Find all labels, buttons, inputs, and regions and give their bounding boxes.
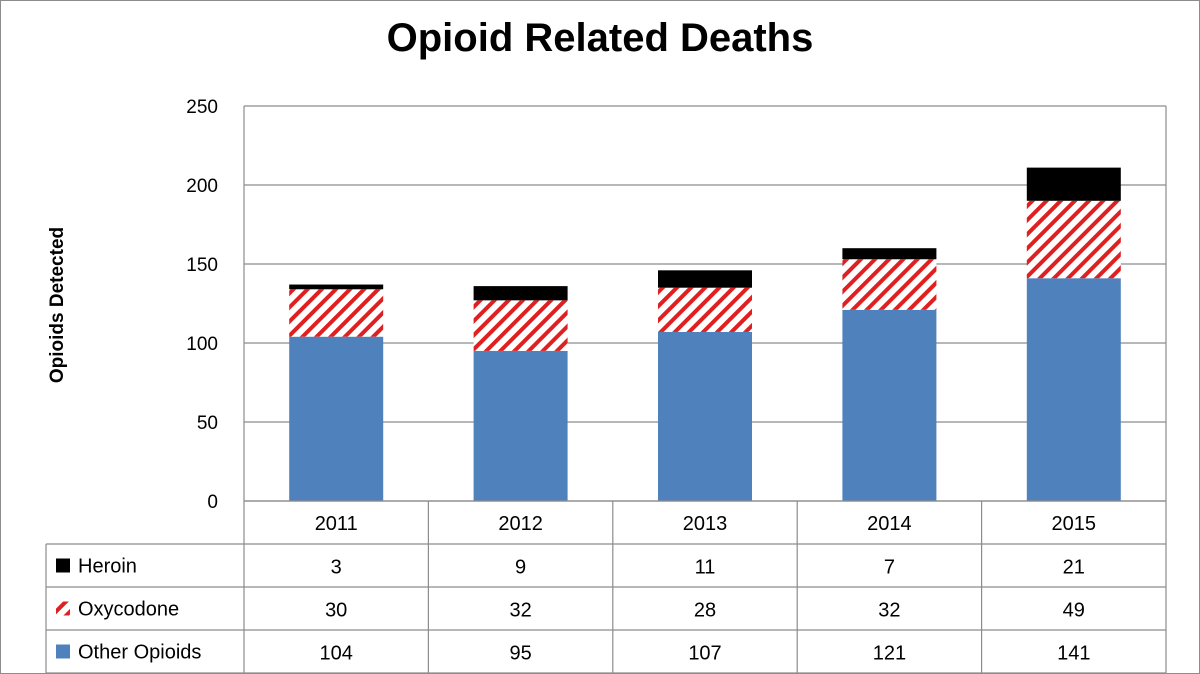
bar-other-opioids-2011 xyxy=(289,336,384,501)
table-cell: 32 xyxy=(509,600,531,622)
y-tick-label: 250 xyxy=(186,97,218,118)
bar-other-opioids-2013 xyxy=(658,331,752,501)
bar-oxycodone-2011 xyxy=(289,289,384,337)
x-tick-label: 2013 xyxy=(683,513,728,535)
table-cell: 49 xyxy=(1063,600,1085,622)
bar-other-opioids-2014 xyxy=(842,309,937,501)
x-tick-label: 2012 xyxy=(498,513,543,535)
table-cell: 11 xyxy=(695,557,716,579)
table-cell: 107 xyxy=(688,643,721,665)
bar-heroin-2011 xyxy=(289,284,384,290)
legend-key-other-opioids xyxy=(56,644,70,659)
bar-oxycodone-2014 xyxy=(842,259,937,310)
y-tick-label: 100 xyxy=(186,334,218,355)
bar-heroin-2013 xyxy=(658,270,752,288)
bar-other-opioids-2012 xyxy=(473,350,568,501)
bar-oxycodone-2015 xyxy=(1026,200,1121,279)
legend-key-heroin xyxy=(56,558,70,573)
y-tick-label: 0 xyxy=(207,492,218,513)
bar-heroin-2015 xyxy=(1026,167,1121,201)
y-tick-label: 200 xyxy=(186,176,218,197)
x-tick-label: 2011 xyxy=(315,513,358,535)
y-tick-label: 150 xyxy=(186,255,218,276)
table-cell: 104 xyxy=(320,643,353,665)
bar-heroin-2012 xyxy=(473,286,568,301)
y-tick-label: 50 xyxy=(197,413,218,434)
legend-key-oxycodone xyxy=(56,601,70,616)
table-cell: 95 xyxy=(509,643,531,665)
bar-other-opioids-2015 xyxy=(1026,278,1121,501)
x-tick-label: 2014 xyxy=(867,513,912,535)
bar-heroin-2014 xyxy=(842,248,937,260)
table-cell: 28 xyxy=(694,600,716,622)
legend-label: Other Opioids xyxy=(78,642,201,664)
legend-label: Oxycodone xyxy=(78,599,179,621)
table-cell: 32 xyxy=(878,600,900,622)
x-tick-label: 2015 xyxy=(1052,513,1097,535)
table-cell: 141 xyxy=(1057,643,1090,665)
bar-oxycodone-2013 xyxy=(658,287,752,332)
bar-oxycodone-2012 xyxy=(473,300,568,351)
table-cell: 9 xyxy=(515,557,526,579)
table-cell: 21 xyxy=(1063,557,1085,579)
legend-label: Heroin xyxy=(78,556,137,578)
table-cell: 7 xyxy=(884,557,895,579)
table-cell: 30 xyxy=(325,600,347,622)
table-cell: 121 xyxy=(873,643,906,665)
chart-title: Opioid Related Deaths xyxy=(386,16,814,60)
table-cell: 3 xyxy=(331,557,342,579)
